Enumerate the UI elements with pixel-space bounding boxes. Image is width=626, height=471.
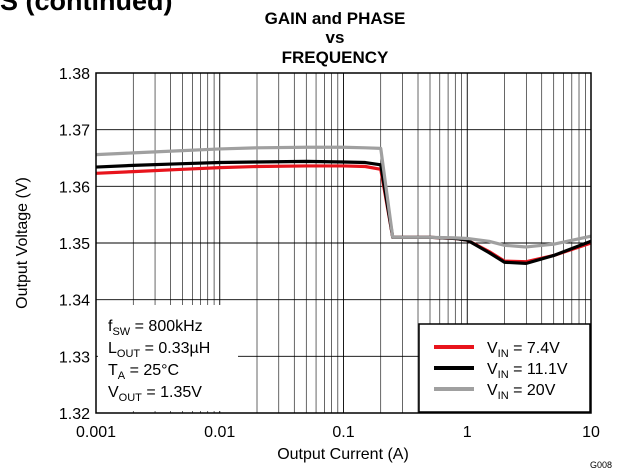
legend-label-1: VIN = 7.4V [487,340,560,360]
y-tick-label: 1.33 [59,349,90,366]
chart-title-line-1: GAIN and PHASE [264,9,406,28]
y-tick-label: 1.32 [59,406,90,423]
y-tick-label: 1.35 [59,236,90,253]
x-tick-label: 0.001 [76,424,116,441]
chart-title-line-2: vs [325,28,345,47]
plot-frame [95,72,592,414]
y-tick-label: 1.38 [59,66,90,83]
chart-tick-labels: 0.001 0.01 0.1 1 10 1.32 1.33 1.34 1.35 1.36 1.37 1… [59,66,600,441]
x-tick-label: 0.01 [204,424,235,441]
x-tick-label: 1 [463,424,472,441]
conditions-box [98,305,238,411]
condition-line-4: VOUT = 1.35V [108,384,202,404]
chart-title-line-3: FREQUENCY [281,48,389,67]
y-tick-label: 1.36 [59,179,90,196]
y-axis-label: Output Voltage (V) [14,177,31,309]
chart-series-group [95,145,592,265]
figure-id: G008 [590,460,612,470]
condition-line-3: TA = 25°C [108,362,179,382]
series-line-3 [95,145,592,249]
condition-line-1: fSW = 800kHz [108,318,203,338]
y-tick-label: 1.37 [59,123,90,140]
page-header-fragment: S (continued) [0,0,173,16]
y-tick-label: 1.34 [59,293,90,310]
legend-label-2: VIN = 11.1V [487,361,568,381]
condition-line-2: LOUT = 0.33µH [108,340,210,360]
x-axis-label: Output Current (A) [277,446,409,463]
x-tick-label: 0.1 [332,424,354,441]
legend-label-3: VIN = 20V [487,382,556,402]
x-tick-label: 10 [582,424,600,441]
